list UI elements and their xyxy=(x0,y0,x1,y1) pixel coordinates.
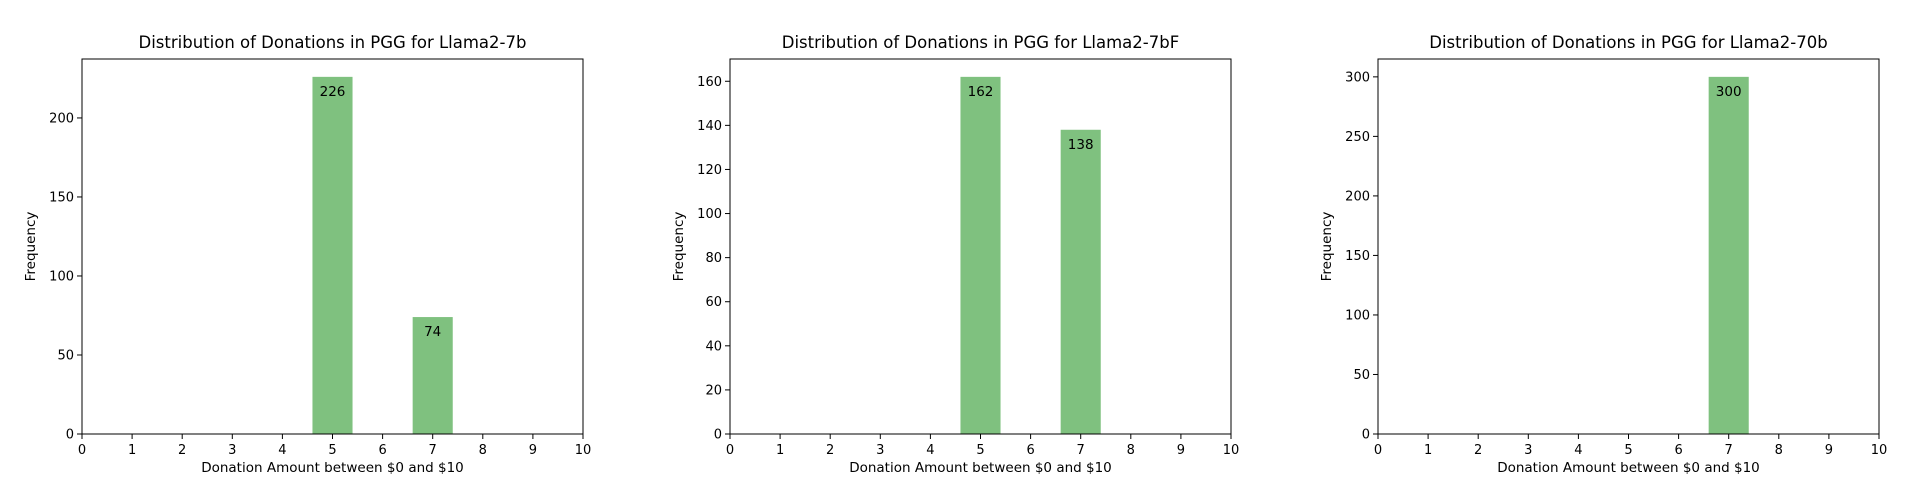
x-tick-label: 7 xyxy=(1725,443,1733,458)
y-tick-label: 150 xyxy=(1345,249,1370,264)
x-axis-label: Donation Amount between $0 and $10 xyxy=(849,460,1112,476)
x-tick-label: 8 xyxy=(1127,443,1135,458)
y-tick-label: 100 xyxy=(697,207,722,222)
x-axis-label: Donation Amount between $0 and $10 xyxy=(1497,460,1760,476)
bar-value-label: 226 xyxy=(320,84,346,100)
chart-title: Distribution of Donations in PGG for Lla… xyxy=(1429,33,1827,52)
bar xyxy=(1708,76,1749,434)
y-tick-label: 100 xyxy=(1345,308,1370,323)
bar xyxy=(960,76,1001,434)
x-tick-label: 5 xyxy=(1624,443,1632,458)
y-tick-label: 250 xyxy=(1345,130,1370,145)
x-tick-label: 10 xyxy=(575,443,592,458)
x-tick-label: 7 xyxy=(429,443,437,458)
y-tick-label: 200 xyxy=(1345,189,1370,204)
x-tick-label: 10 xyxy=(1223,443,1240,458)
y-tick-label: 80 xyxy=(705,251,722,266)
x-tick-label: 6 xyxy=(378,443,386,458)
bar-value-label: 74 xyxy=(424,324,441,340)
x-tick-label: 2 xyxy=(826,443,834,458)
x-axis-label: Donation Amount between $0 and $10 xyxy=(201,460,464,476)
x-tick-label: 1 xyxy=(128,443,136,458)
y-axis-label: Frequency xyxy=(1319,212,1335,282)
y-axis-label: Frequency xyxy=(671,212,687,282)
bar xyxy=(412,317,453,434)
x-tick-label: 1 xyxy=(1424,443,1432,458)
x-tick-label: 4 xyxy=(278,443,286,458)
x-tick-label: 3 xyxy=(228,443,236,458)
x-tick-label: 3 xyxy=(1524,443,1532,458)
x-tick-label: 0 xyxy=(726,443,734,458)
bar xyxy=(1060,129,1101,434)
y-tick-label: 140 xyxy=(697,119,722,134)
x-tick-label: 2 xyxy=(1474,443,1482,458)
y-tick-label: 100 xyxy=(49,269,74,284)
y-tick-label: 0 xyxy=(1362,428,1370,443)
x-tick-label: 10 xyxy=(1871,443,1888,458)
chart-title: Distribution of Donations in PGG for Lla… xyxy=(782,33,1179,52)
y-tick-label: 300 xyxy=(1345,70,1370,85)
chart-title: Distribution of Donations in PGG for Lla… xyxy=(139,33,527,52)
x-tick-label: 6 xyxy=(1674,443,1682,458)
y-tick-label: 160 xyxy=(697,75,722,90)
x-tick-label: 9 xyxy=(1177,443,1185,458)
y-tick-label: 120 xyxy=(697,163,722,178)
x-tick-label: 0 xyxy=(1374,443,1382,458)
x-tick-label: 6 xyxy=(1026,443,1034,458)
y-tick-label: 150 xyxy=(49,190,74,205)
y-tick-label: 50 xyxy=(57,348,74,363)
x-tick-label: 7 xyxy=(1077,443,1085,458)
y-tick-label: 50 xyxy=(1353,368,1370,383)
bar-value-label: 162 xyxy=(968,84,994,100)
x-tick-label: 5 xyxy=(976,443,984,458)
y-tick-label: 200 xyxy=(49,111,74,126)
x-tick-label: 3 xyxy=(876,443,884,458)
x-tick-label: 4 xyxy=(926,443,934,458)
y-axis-label: Frequency xyxy=(23,212,39,282)
bar-value-label: 138 xyxy=(1068,137,1094,153)
x-tick-label: 2 xyxy=(178,443,186,458)
x-tick-label: 9 xyxy=(529,443,537,458)
bar xyxy=(312,76,353,434)
x-tick-label: 8 xyxy=(479,443,487,458)
x-tick-label: 0 xyxy=(78,443,86,458)
x-tick-label: 1 xyxy=(776,443,784,458)
bar-value-label: 300 xyxy=(1716,84,1742,100)
y-tick-label: 0 xyxy=(66,428,74,443)
y-tick-label: 20 xyxy=(705,383,722,398)
x-tick-label: 8 xyxy=(1775,443,1783,458)
y-tick-label: 40 xyxy=(705,339,722,354)
plot-frame xyxy=(1377,58,1880,435)
y-tick-label: 0 xyxy=(714,428,722,443)
y-tick-label: 60 xyxy=(705,295,722,310)
x-tick-label: 5 xyxy=(328,443,336,458)
x-tick-label: 9 xyxy=(1825,443,1833,458)
x-tick-label: 4 xyxy=(1574,443,1582,458)
